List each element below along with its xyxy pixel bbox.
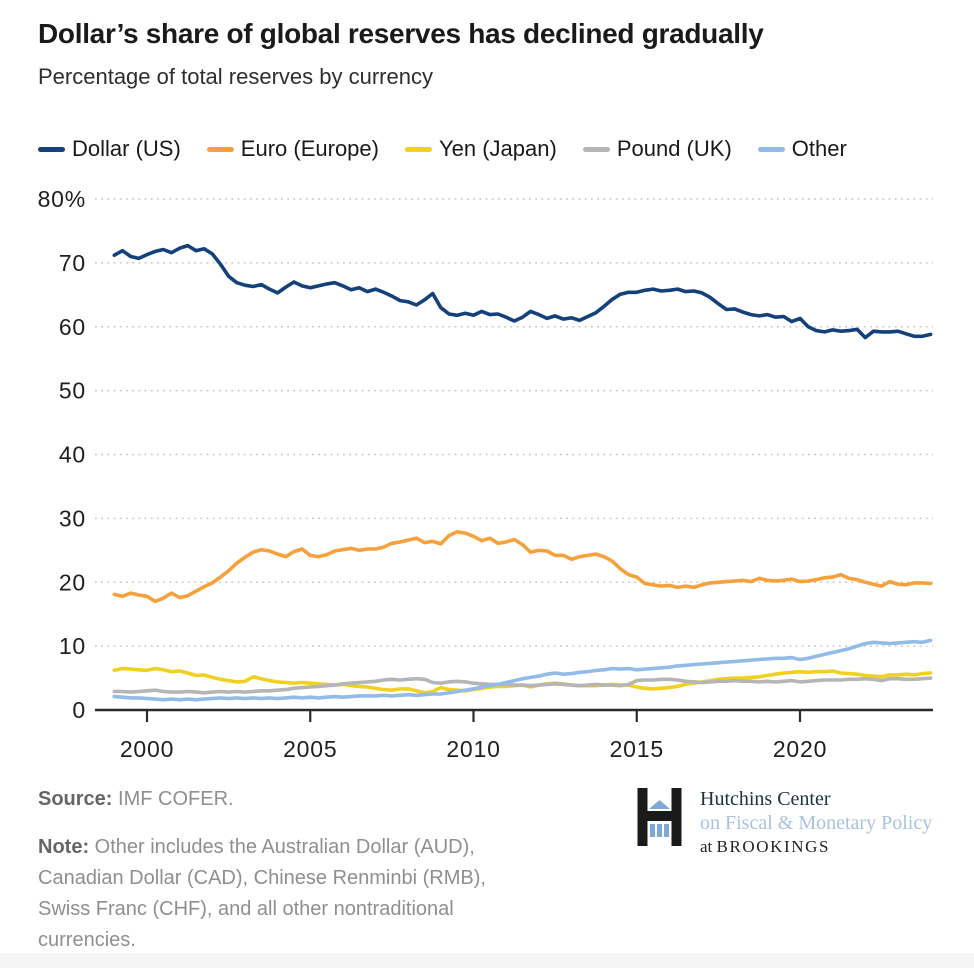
legend-item: Other: [757, 136, 847, 162]
logo-line-brookings: at BROOKINGS: [700, 837, 831, 856]
chart-subtitle: Percentage of total reserves by currency: [38, 64, 433, 89]
hutchins-brookings-logo: Hutchins Center on Fiscal & Monetary Pol…: [637, 788, 932, 858]
y-axis-label: 30: [59, 505, 86, 531]
legend-item: Pound (UK): [582, 136, 732, 162]
y-axis-label: 20: [59, 569, 86, 595]
column-icon: [650, 824, 655, 837]
logo-line-fiscal-monetary: on Fiscal & Monetary Policy: [700, 812, 933, 834]
x-axis-label: 2005: [283, 736, 337, 762]
y-axis-label: 70: [59, 250, 86, 276]
x-axis-label: 2000: [120, 736, 174, 762]
legend-swatch: [38, 146, 65, 152]
legend-item: Euro (Europe): [206, 136, 379, 162]
logo-text: Hutchins Center on Fiscal & Monetary Pol…: [700, 788, 932, 858]
column-icon: [657, 824, 662, 837]
y-axis-label: 80%: [38, 186, 86, 212]
legend-label: Yen (Japan): [438, 136, 557, 161]
legend-swatch: [404, 146, 432, 152]
series-line-other: [112, 638, 933, 702]
legend-label: Dollar (US): [72, 136, 181, 161]
bottom-band: [0, 953, 974, 968]
pediment-icon: [649, 800, 670, 809]
source-label: Source:: [38, 788, 113, 810]
y-axis-label: 10: [59, 633, 86, 659]
note-text: Other includes the Australian Dollar (AU…: [38, 836, 486, 951]
legend-item: Yen (Japan): [404, 136, 557, 162]
note-label: Note:: [38, 836, 90, 858]
source-text: IMF COFER.: [112, 788, 234, 810]
column-icon: [664, 824, 669, 837]
legend: Dollar (US) Euro (Europe) Yen (Japan) Pound…: [38, 136, 847, 162]
chart-title: Dollar’s share of global reserves has de…: [38, 18, 764, 49]
legend-label: Pound (UK): [616, 136, 732, 161]
legend-item: Dollar (US): [38, 136, 181, 162]
footnote: Note: Other includes the Australian Doll…: [38, 832, 540, 956]
legend-swatch: [206, 146, 234, 152]
hutchins-h-icon: [637, 788, 682, 846]
x-axis-label: 2015: [610, 736, 664, 762]
logo-line-hutchins-center: Hutchins Center: [700, 788, 831, 810]
legend-swatch: [582, 146, 610, 152]
series-line-dollar-us: [112, 243, 933, 340]
source-note: Source: IMF COFER.: [38, 784, 234, 815]
series-line-euro-europe: [112, 529, 933, 604]
line-chart: 0 10 20 30 40 50 60 70 80% 2000 2005 2010 2015 2020: [38, 186, 933, 762]
y-axis-label: 0: [72, 697, 86, 723]
y-axis-label: 50: [59, 378, 86, 404]
series-line-pound-uk: [112, 676, 933, 695]
legend-swatch: [757, 146, 785, 152]
y-axis-label: 60: [59, 314, 86, 340]
y-axis-label: 40: [59, 442, 86, 468]
legend-label: Other: [791, 136, 847, 161]
x-axis-label: 2020: [773, 736, 827, 762]
x-axis-label: 2010: [446, 736, 500, 762]
legend-label: Euro (Europe): [240, 136, 379, 161]
